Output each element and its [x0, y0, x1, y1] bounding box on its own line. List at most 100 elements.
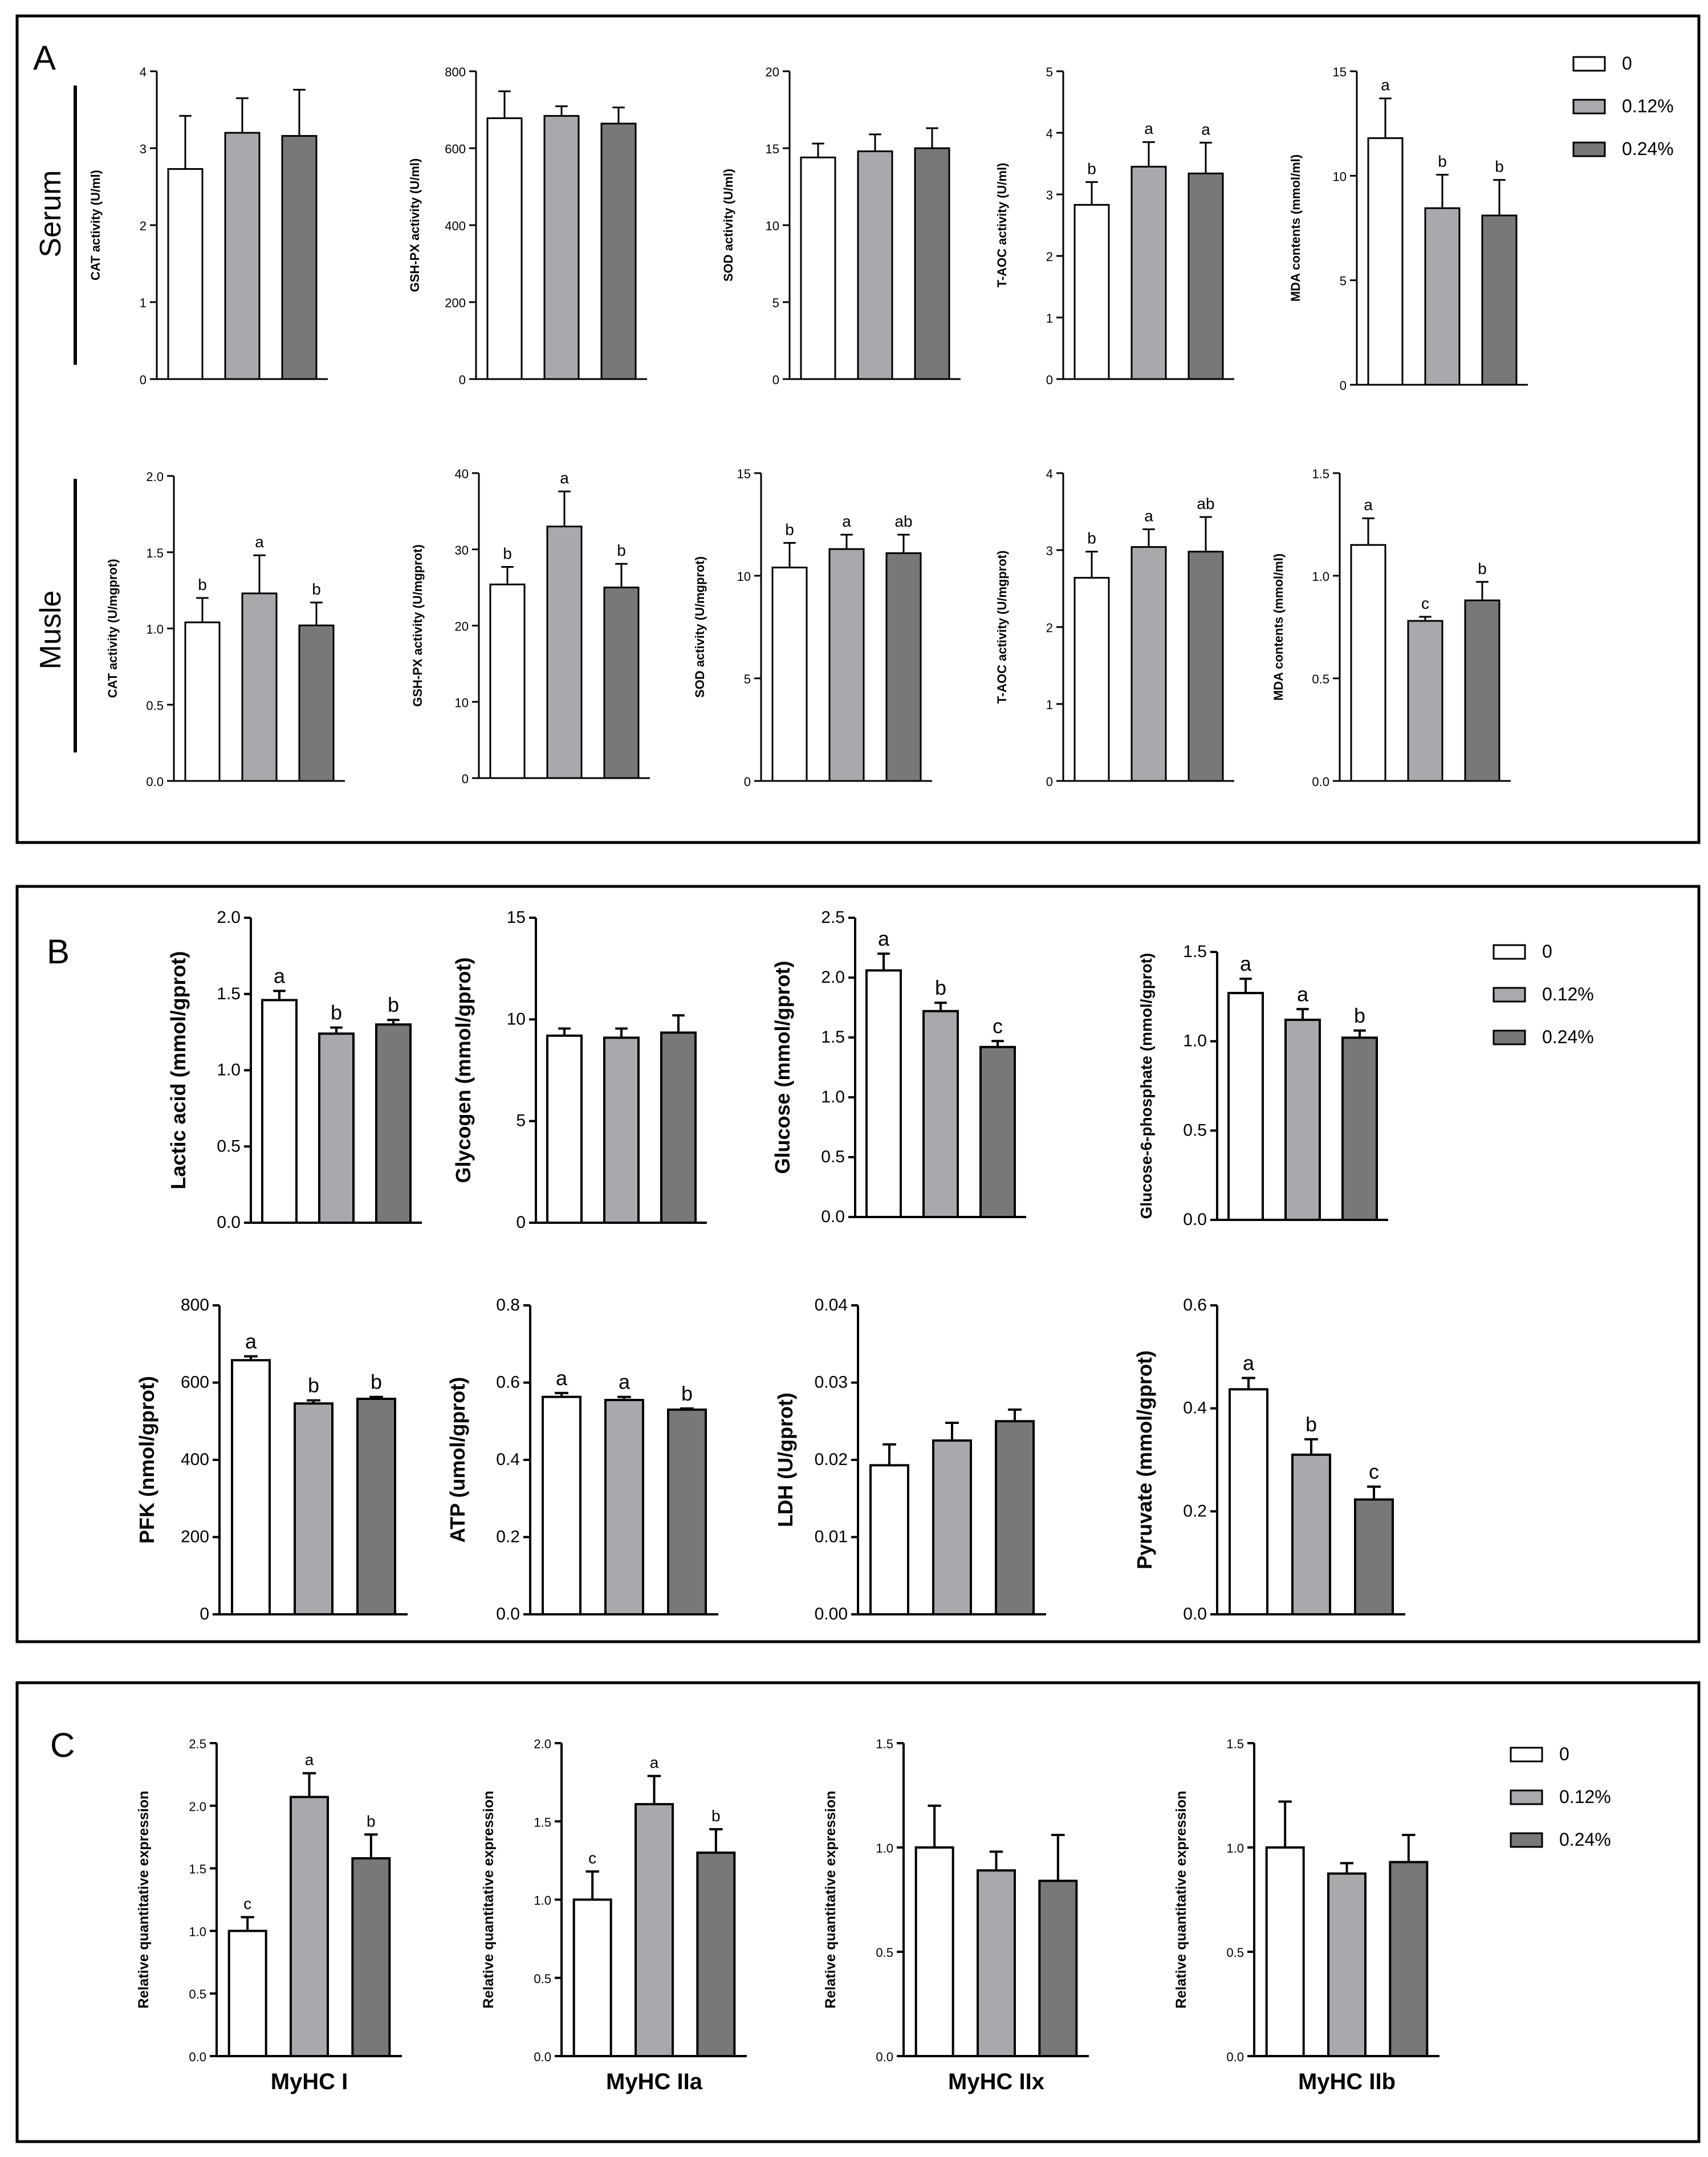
y-tick-label: 0.5 — [821, 1147, 845, 1166]
significance-letter: b — [681, 1382, 693, 1405]
significance-letter: b — [1438, 153, 1447, 170]
bar — [979, 1045, 1016, 1219]
y-tick-label: 2.0 — [534, 1737, 551, 1751]
bar — [1407, 620, 1443, 782]
chart-A-serum-MDA: 0 5 10 15 MDA contents (mmol/ml) a b b — [1288, 65, 1528, 393]
y-tick-label: 800 — [181, 1296, 209, 1314]
chart-C-myhc1: 0.0 0.5 1.0 1.5 2.0 2.5 Relative quantitative … — [136, 1737, 402, 2094]
y-tick-label: 0 — [462, 772, 469, 786]
significance-letter: b — [1087, 530, 1096, 547]
y-axis-label: Relative quantitative expression — [136, 1790, 152, 2008]
x-category-label: MyHC IIb — [1298, 2069, 1396, 2094]
bar — [1327, 1872, 1367, 2057]
bar — [231, 1359, 271, 1616]
y-tick-label: 0.0 — [821, 1207, 845, 1226]
row-label-musle: Musle — [34, 591, 67, 670]
bar — [932, 1439, 972, 1615]
y-tick-label: 0 — [140, 373, 147, 387]
y-tick-label: 1.0 — [821, 1088, 845, 1106]
y-tick-label: 5 — [772, 296, 779, 310]
legend-label: 0.12% — [1622, 96, 1674, 116]
y-tick-label: 15 — [507, 908, 526, 927]
bar — [914, 1846, 954, 2057]
y-tick-label: 1.0 — [189, 1924, 206, 1939]
y-tick-label: 2.0 — [217, 908, 241, 927]
significance-letter: a — [878, 927, 890, 950]
significance-letter: c — [1421, 595, 1429, 612]
bar — [1038, 1879, 1078, 2058]
bar — [885, 552, 922, 782]
bar — [1291, 1453, 1331, 1615]
y-tick-label: 0.0 — [189, 2050, 206, 2064]
bar — [603, 587, 640, 779]
y-tick-label: 0.4 — [1183, 1399, 1207, 1418]
y-tick-label: 0.5 — [534, 1972, 551, 1986]
y-tick-label: 400 — [445, 219, 466, 233]
y-tick-label: 10 — [507, 1010, 526, 1028]
y-tick-label: 0.0 — [1226, 2050, 1244, 2064]
significance-letter: b — [198, 576, 207, 593]
bar — [224, 132, 261, 380]
y-axis-label: Glucose (mmol/gprot) — [771, 961, 794, 1174]
significance-letter: c — [993, 1014, 1003, 1037]
significance-letter: a — [1243, 1351, 1255, 1374]
bar — [356, 1397, 396, 1616]
y-tick-label: 1.5 — [821, 1028, 845, 1047]
bar — [1350, 544, 1386, 782]
y-tick-label: 0 — [200, 1605, 209, 1623]
y-tick-label: 800 — [445, 65, 466, 79]
bar — [600, 123, 637, 380]
row-label-serum: Serum — [34, 170, 67, 257]
chart-B-atp: 0.0 0.2 0.4 0.6 0.8 ATP (umol/gprot) a a b — [446, 1296, 718, 1623]
y-axis-label: PFK (nmol/gprot) — [135, 1376, 158, 1544]
y-axis-label: Glucose-6-phosphate (mmol/gprot) — [1137, 953, 1155, 1219]
chart-B-pyruvate: 0.0 0.2 0.4 0.6 Pyruvate (mmol/gprot) a b c — [1133, 1296, 1405, 1623]
bar — [660, 1031, 697, 1224]
bar — [922, 1010, 959, 1219]
y-tick-label: 0 — [772, 373, 779, 387]
y-tick-label: 30 — [455, 543, 469, 557]
legend-label: 0.24% — [1559, 1829, 1611, 1850]
y-tick-label: 0.02 — [815, 1450, 848, 1469]
bar — [1265, 1846, 1305, 2057]
y-tick-label: 0.0 — [496, 1605, 520, 1623]
y-axis-label: Pyruvate (mmol/gprot) — [1133, 1350, 1156, 1569]
y-tick-label: 1.5 — [1312, 467, 1329, 481]
bar — [167, 168, 204, 380]
y-axis-label: MDA contents (mmol/ml) — [1288, 154, 1303, 302]
y-axis-label: CAT activity (U/ml) — [88, 170, 103, 280]
panel-a-frame — [15, 14, 1701, 844]
y-tick-label: 3 — [140, 142, 147, 156]
significance-letter: b — [617, 542, 626, 559]
significance-letter: b — [371, 1370, 382, 1394]
y-tick-label: 1 — [140, 296, 147, 310]
bar — [290, 1796, 329, 2057]
y-tick-label: 1.0 — [876, 1841, 893, 1855]
y-tick-label: 0.00 — [815, 1605, 848, 1623]
legend-swatch — [1572, 99, 1606, 115]
bar — [375, 1023, 412, 1224]
y-tick-label: 1.0 — [534, 1894, 551, 1908]
y-tick-label: 1.5 — [876, 1737, 893, 1751]
bar — [1188, 551, 1224, 782]
panel-a-letter: A — [33, 39, 56, 77]
significance-letter: ab — [1197, 495, 1214, 512]
bar — [1130, 546, 1167, 782]
y-axis-label: Glycogen (mmol/gprot) — [452, 958, 475, 1183]
y-tick-label: 4 — [1046, 127, 1053, 141]
significance-letter: b — [711, 1807, 721, 1825]
significance-letter: a — [1240, 952, 1252, 975]
y-tick-label: 0.0 — [1312, 775, 1329, 789]
y-tick-label: 10 — [1333, 169, 1347, 184]
legend-swatch — [1493, 987, 1526, 1003]
y-tick-label: 5 — [744, 672, 751, 686]
bar — [1481, 214, 1518, 386]
y-tick-label: 0.6 — [1183, 1296, 1207, 1314]
significance-letter: b — [312, 580, 321, 598]
x-category-label: MyHC I — [271, 2069, 348, 2094]
chart-A-serum-SOD: 0 5 10 15 20 SOD activity (U/ml) — [721, 65, 961, 387]
y-tick-label: 5 — [1340, 274, 1347, 288]
y-tick-label: 0.2 — [496, 1528, 520, 1546]
bar — [1073, 204, 1110, 380]
